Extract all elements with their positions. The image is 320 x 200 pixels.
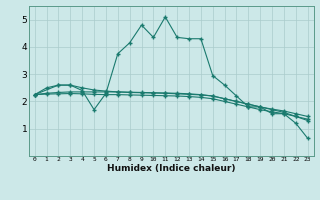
X-axis label: Humidex (Indice chaleur): Humidex (Indice chaleur) (107, 164, 236, 173)
